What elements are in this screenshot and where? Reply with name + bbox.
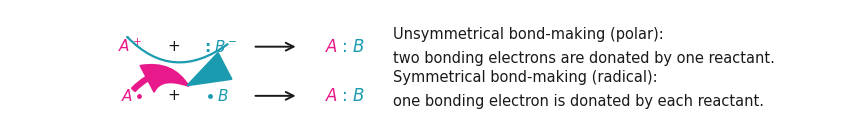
Text: Unsymmetrical bond-making (polar):: Unsymmetrical bond-making (polar): bbox=[393, 27, 664, 42]
Text: $B$: $B$ bbox=[218, 88, 229, 104]
Text: $A$: $A$ bbox=[325, 87, 338, 105]
Text: $A^+$: $A^+$ bbox=[118, 38, 143, 55]
Text: $:$: $:$ bbox=[338, 87, 348, 105]
FancyArrowPatch shape bbox=[132, 65, 188, 92]
Text: $\mathbf{:}B^-$: $\mathbf{:}B^-$ bbox=[203, 39, 238, 55]
Text: +: + bbox=[168, 39, 181, 54]
Text: $:$: $:$ bbox=[338, 38, 348, 56]
FancyArrowPatch shape bbox=[127, 37, 228, 62]
Text: Symmetrical bond-making (radical):: Symmetrical bond-making (radical): bbox=[393, 70, 658, 85]
Text: $A$: $A$ bbox=[121, 88, 133, 104]
Text: one bonding electron is donated by each reactant.: one bonding electron is donated by each … bbox=[393, 94, 765, 109]
Text: $B$: $B$ bbox=[352, 38, 365, 56]
Text: two bonding electrons are donated by one reactant.: two bonding electrons are donated by one… bbox=[393, 51, 775, 66]
Text: +: + bbox=[168, 88, 181, 103]
Text: $B$: $B$ bbox=[352, 87, 365, 105]
Text: $A$: $A$ bbox=[325, 38, 338, 56]
FancyArrowPatch shape bbox=[187, 53, 231, 85]
